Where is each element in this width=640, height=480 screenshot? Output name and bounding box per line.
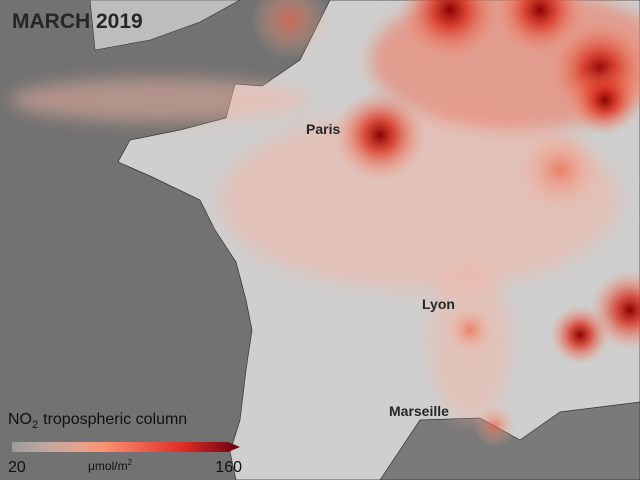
unit-superscript: 2 bbox=[128, 458, 133, 467]
colorbar-unit: μmol/m2 bbox=[88, 458, 133, 473]
legend-subscript: 2 bbox=[32, 419, 38, 431]
city-label: Lyon bbox=[422, 296, 455, 312]
colorbar bbox=[12, 442, 240, 452]
map-title: MARCH 2019 bbox=[12, 10, 143, 33]
legend-title: NO2 tropospheric column bbox=[8, 411, 187, 431]
colorbar-max: 160 bbox=[215, 459, 242, 476]
legend-species: NO bbox=[8, 411, 32, 428]
legend-text: tropospheric column bbox=[43, 411, 187, 428]
england bbox=[89, 0, 241, 51]
unit-text: μmol/m bbox=[88, 459, 128, 473]
city-label: Marseille bbox=[389, 403, 449, 419]
city-label: Paris bbox=[306, 121, 340, 137]
colorbar-min: 20 bbox=[8, 459, 26, 476]
city-labels: Paris Lyon Marseille bbox=[306, 121, 455, 419]
hotspots bbox=[250, 0, 640, 447]
